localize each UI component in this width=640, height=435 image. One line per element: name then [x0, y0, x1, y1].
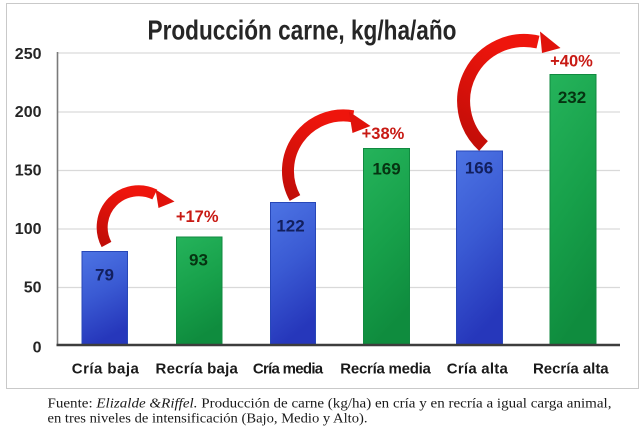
svg-text:122: 122 — [276, 217, 304, 236]
svg-text:0: 0 — [33, 340, 42, 357]
svg-text:+38%: +38% — [362, 125, 405, 143]
svg-text:200: 200 — [15, 104, 42, 121]
svg-text:+40%: +40% — [550, 53, 593, 71]
svg-text:Cría media: Cría media — [253, 360, 324, 377]
svg-text:100: 100 — [15, 221, 42, 238]
svg-text:166: 166 — [465, 159, 493, 178]
svg-text:250: 250 — [15, 46, 42, 63]
svg-text:150: 150 — [15, 163, 42, 180]
svg-text:232: 232 — [558, 88, 586, 107]
svg-text:Cría alta: Cría alta — [447, 360, 509, 377]
svg-text:Producción carne, kg/ha/año: Producción carne, kg/ha/año — [148, 15, 457, 46]
svg-text:Recría baja: Recría baja — [156, 360, 239, 377]
svg-text:en tres niveles de intensifica: en tres niveles de intensificación (Bajo… — [48, 411, 368, 426]
svg-text:+17%: +17% — [176, 208, 219, 226]
svg-text:79: 79 — [95, 266, 114, 285]
svg-text:169: 169 — [372, 160, 400, 179]
svg-text:Fuente: Elizalde &Riffel. Prod: Fuente: Elizalde &Riffel. Producción de … — [48, 396, 612, 411]
svg-text:Recría alta: Recría alta — [533, 360, 609, 377]
svg-text:93: 93 — [189, 251, 208, 270]
svg-text:Cría baja: Cría baja — [72, 360, 140, 377]
svg-text:50: 50 — [24, 279, 42, 296]
svg-text:Recría media: Recría media — [340, 360, 431, 377]
